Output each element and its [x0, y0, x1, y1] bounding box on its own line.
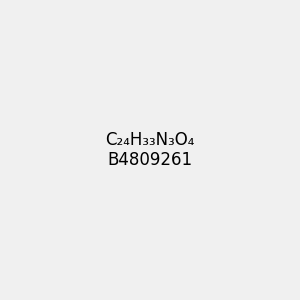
Text: C₂₄H₃₃N₃O₄
B4809261: C₂₄H₃₃N₃O₄ B4809261: [105, 130, 195, 170]
